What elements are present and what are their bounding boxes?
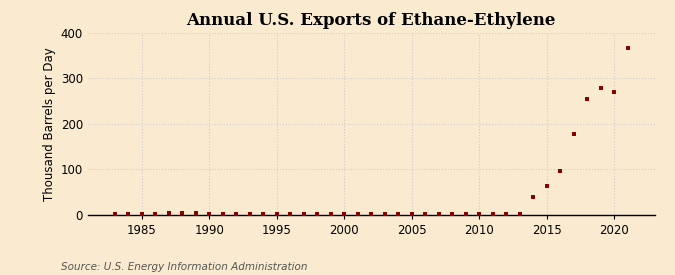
Point — [379, 212, 390, 216]
Point — [366, 212, 377, 216]
Point — [514, 212, 525, 216]
Point — [433, 212, 444, 216]
Point — [582, 97, 593, 101]
Point — [609, 90, 620, 94]
Point — [190, 211, 201, 215]
Point — [339, 212, 350, 216]
Point — [568, 132, 579, 136]
Point — [474, 212, 485, 216]
Point — [123, 212, 134, 216]
Point — [312, 212, 323, 216]
Point — [447, 212, 458, 216]
Point — [406, 212, 417, 216]
Point — [109, 212, 120, 216]
Point — [460, 212, 471, 216]
Point — [150, 211, 161, 216]
Point — [271, 211, 282, 216]
Point — [217, 211, 228, 216]
Point — [204, 211, 215, 216]
Point — [325, 212, 336, 216]
Point — [285, 211, 296, 216]
Point — [528, 195, 539, 199]
Point — [595, 86, 606, 90]
Text: Source: U.S. Energy Information Administration: Source: U.S. Energy Information Administ… — [61, 262, 307, 272]
Point — [298, 212, 309, 216]
Point — [231, 211, 242, 216]
Point — [487, 212, 498, 216]
Point — [163, 211, 174, 215]
Point — [420, 212, 431, 216]
Point — [177, 211, 188, 215]
Point — [352, 212, 363, 216]
Title: Annual U.S. Exports of Ethane-Ethylene: Annual U.S. Exports of Ethane-Ethylene — [186, 12, 556, 29]
Point — [244, 211, 255, 216]
Y-axis label: Thousand Barrels per Day: Thousand Barrels per Day — [43, 47, 57, 201]
Point — [555, 169, 566, 173]
Point — [622, 46, 633, 50]
Point — [501, 212, 512, 216]
Point — [258, 211, 269, 216]
Point — [136, 211, 147, 216]
Point — [393, 212, 404, 216]
Point — [541, 184, 552, 188]
